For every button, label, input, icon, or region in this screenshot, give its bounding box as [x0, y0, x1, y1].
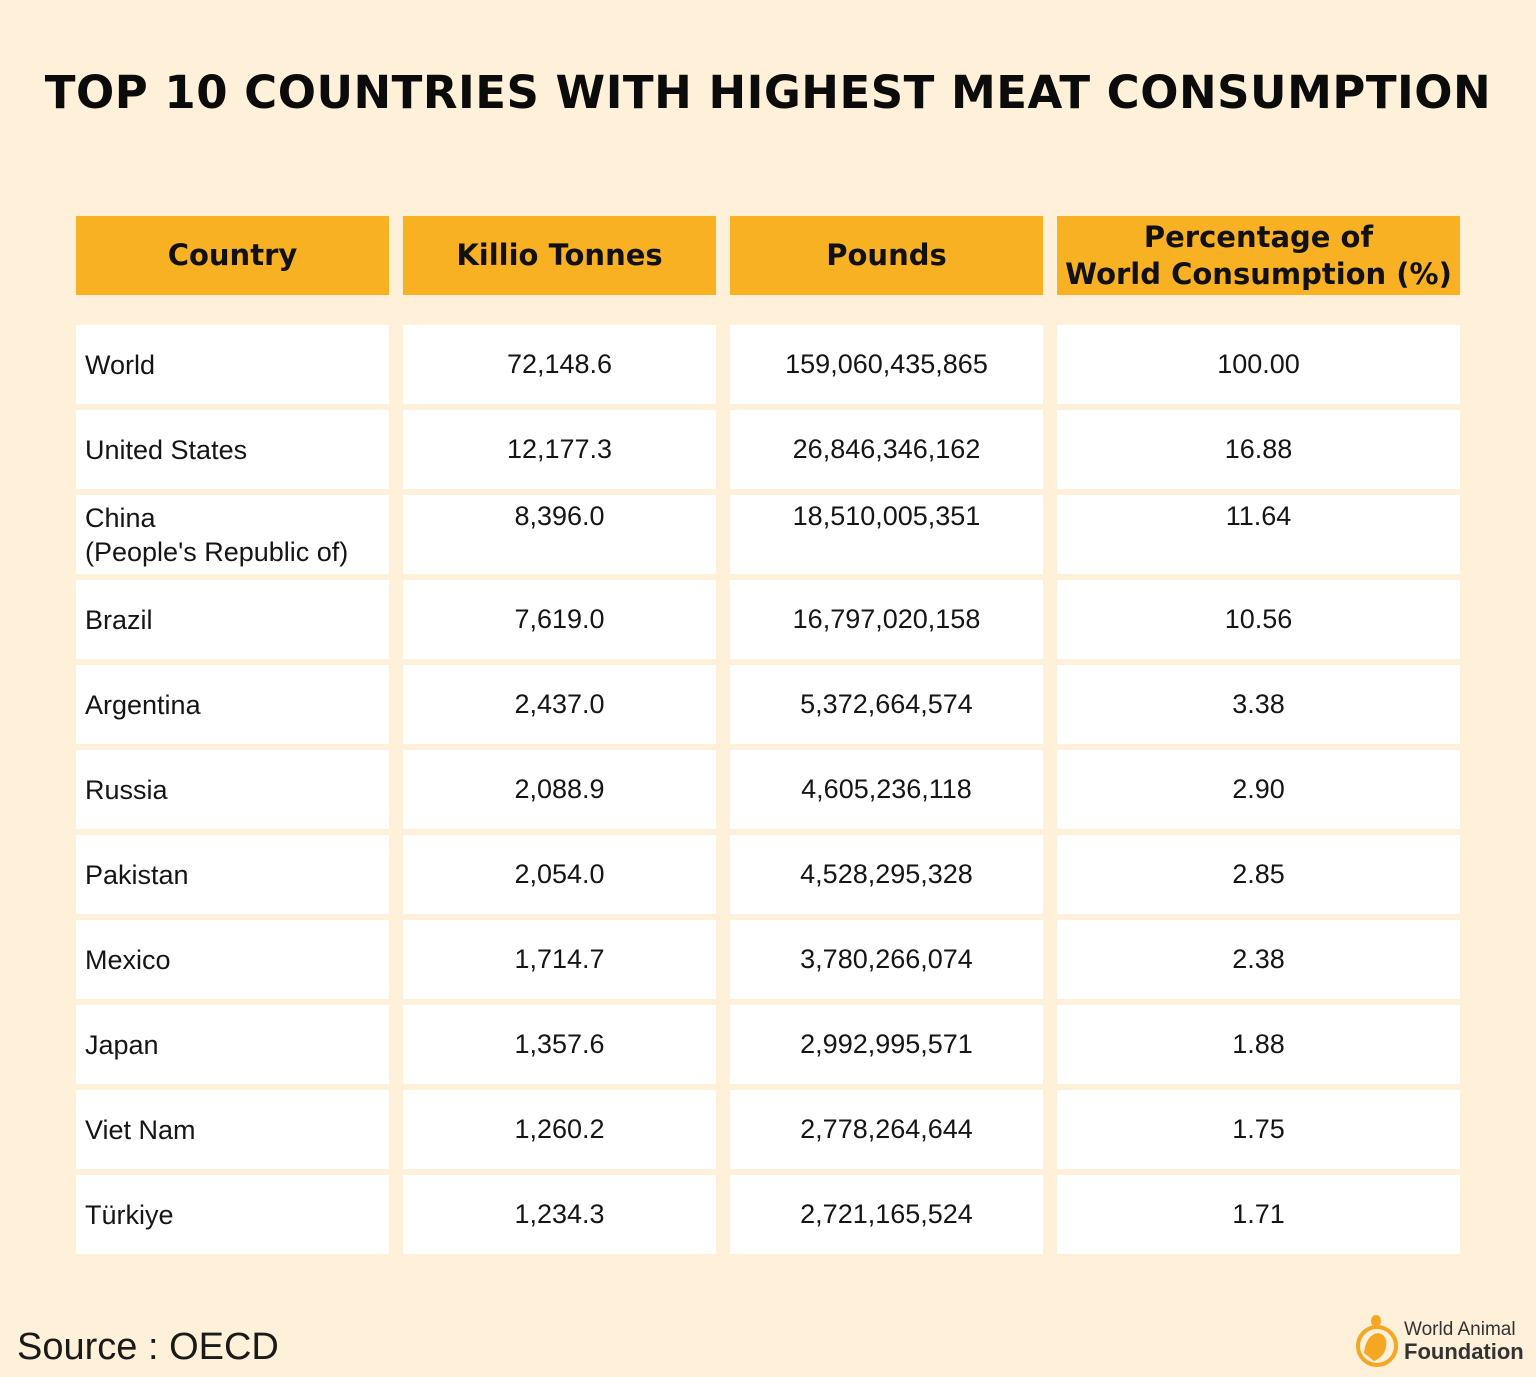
cell-pounds: 18,510,005,351	[730, 495, 1043, 574]
cell-country: Pakistan	[76, 835, 389, 914]
cell-tonnes: 2,054.0	[403, 835, 716, 914]
cell-percentage: 2.38	[1057, 920, 1460, 999]
cell-percentage: 2.90	[1057, 750, 1460, 829]
cell-country: Viet Nam	[76, 1090, 389, 1169]
cell-pounds: 16,797,020,158	[730, 580, 1043, 659]
cell-tonnes: 2,088.9	[403, 750, 716, 829]
cell-pounds: 4,605,236,118	[730, 750, 1043, 829]
cell-percentage: 100.00	[1057, 325, 1460, 404]
cell-country: Argentina	[76, 665, 389, 744]
cell-tonnes: 1,234.3	[403, 1175, 716, 1254]
cell-country: Brazil	[76, 580, 389, 659]
logo-line2: Foundation	[1404, 1339, 1524, 1364]
cell-pounds: 2,778,264,644	[730, 1090, 1043, 1169]
cell-percentage: 2.85	[1057, 835, 1460, 914]
cell-tonnes: 1,357.6	[403, 1005, 716, 1084]
cell-country: China (People's Republic of)	[76, 495, 389, 574]
header-percentage: Percentage of World Consumption (%)	[1057, 216, 1460, 295]
cell-pounds: 26,846,346,162	[730, 410, 1043, 489]
header-pounds: Pounds	[730, 216, 1043, 295]
cell-tonnes: 12,177.3	[403, 410, 716, 489]
cell-tonnes: 2,437.0	[403, 665, 716, 744]
cell-pounds: 4,528,295,328	[730, 835, 1043, 914]
cell-percentage: 10.56	[1057, 580, 1460, 659]
cell-tonnes: 8,396.0	[403, 495, 716, 574]
cell-country: Türkiye	[76, 1175, 389, 1254]
source-label: Source : OECD	[17, 1326, 279, 1368]
cell-tonnes: 1,260.2	[403, 1090, 716, 1169]
cell-country: United States	[76, 410, 389, 489]
cell-country: Japan	[76, 1005, 389, 1084]
cell-pounds: 5,372,664,574	[730, 665, 1043, 744]
logo-line1: World Animal	[1404, 1319, 1516, 1340]
world-animal-foundation-logo: World Animal Foundation	[1354, 1313, 1524, 1369]
cell-percentage: 1.75	[1057, 1090, 1460, 1169]
header-country: Country	[76, 216, 389, 295]
cell-pounds: 2,992,995,571	[730, 1005, 1043, 1084]
header-tonnes: Killio Tonnes	[403, 216, 716, 295]
cell-tonnes: 72,148.6	[403, 325, 716, 404]
animal-circle-logo-icon	[1356, 1315, 1398, 1367]
cell-tonnes: 1,714.7	[403, 920, 716, 999]
cell-country: Mexico	[76, 920, 389, 999]
cell-percentage: 1.71	[1057, 1175, 1460, 1254]
cell-percentage: 1.88	[1057, 1005, 1460, 1084]
cell-country: Russia	[76, 750, 389, 829]
cell-tonnes: 7,619.0	[403, 580, 716, 659]
cell-pounds: 2,721,165,524	[730, 1175, 1043, 1254]
cell-country: World	[76, 325, 389, 404]
cell-pounds: 3,780,266,074	[730, 920, 1043, 999]
cell-percentage: 16.88	[1057, 410, 1460, 489]
page-title: TOP 10 COUNTRIES WITH HIGHEST MEAT CONSU…	[44, 66, 1492, 119]
cell-pounds: 159,060,435,865	[730, 325, 1043, 404]
cell-percentage: 3.38	[1057, 665, 1460, 744]
cell-percentage: 11.64	[1057, 495, 1460, 574]
